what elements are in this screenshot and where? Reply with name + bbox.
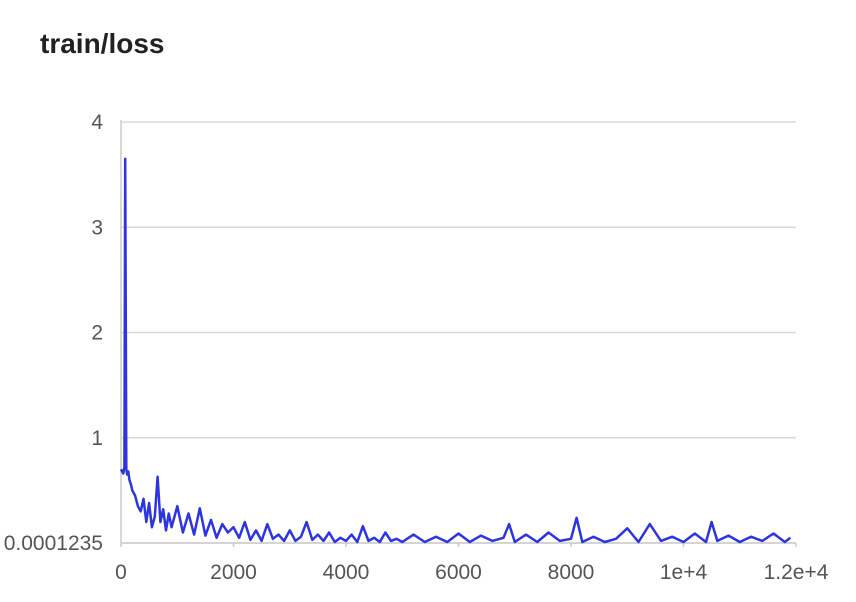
y-tick-label: 4 xyxy=(91,111,103,134)
x-tick-label: 2000 xyxy=(210,561,257,584)
series-line-0 xyxy=(121,159,790,542)
axes xyxy=(121,120,796,547)
x-tick-label: 1e+4 xyxy=(660,561,708,584)
x-tick-label: 0 xyxy=(115,561,127,584)
y-tick-label: 3 xyxy=(91,216,103,239)
x-tick-label: 1.2e+4 xyxy=(764,561,829,584)
y-tick-label: 0.0001235 xyxy=(4,532,103,555)
grid-lines xyxy=(121,122,796,543)
y-tick-label: 2 xyxy=(91,322,103,345)
series-layer xyxy=(121,159,790,542)
x-tick-label: 6000 xyxy=(435,561,482,584)
x-tick-label: 4000 xyxy=(323,561,370,584)
x-tick-label: 8000 xyxy=(548,561,595,584)
y-tick-label: 1 xyxy=(91,427,103,450)
tick-labels: 0.0001235 1 2 3 4 0 2000 4000 6000 8000 1e+4 1.2e+4 xyxy=(4,111,829,584)
